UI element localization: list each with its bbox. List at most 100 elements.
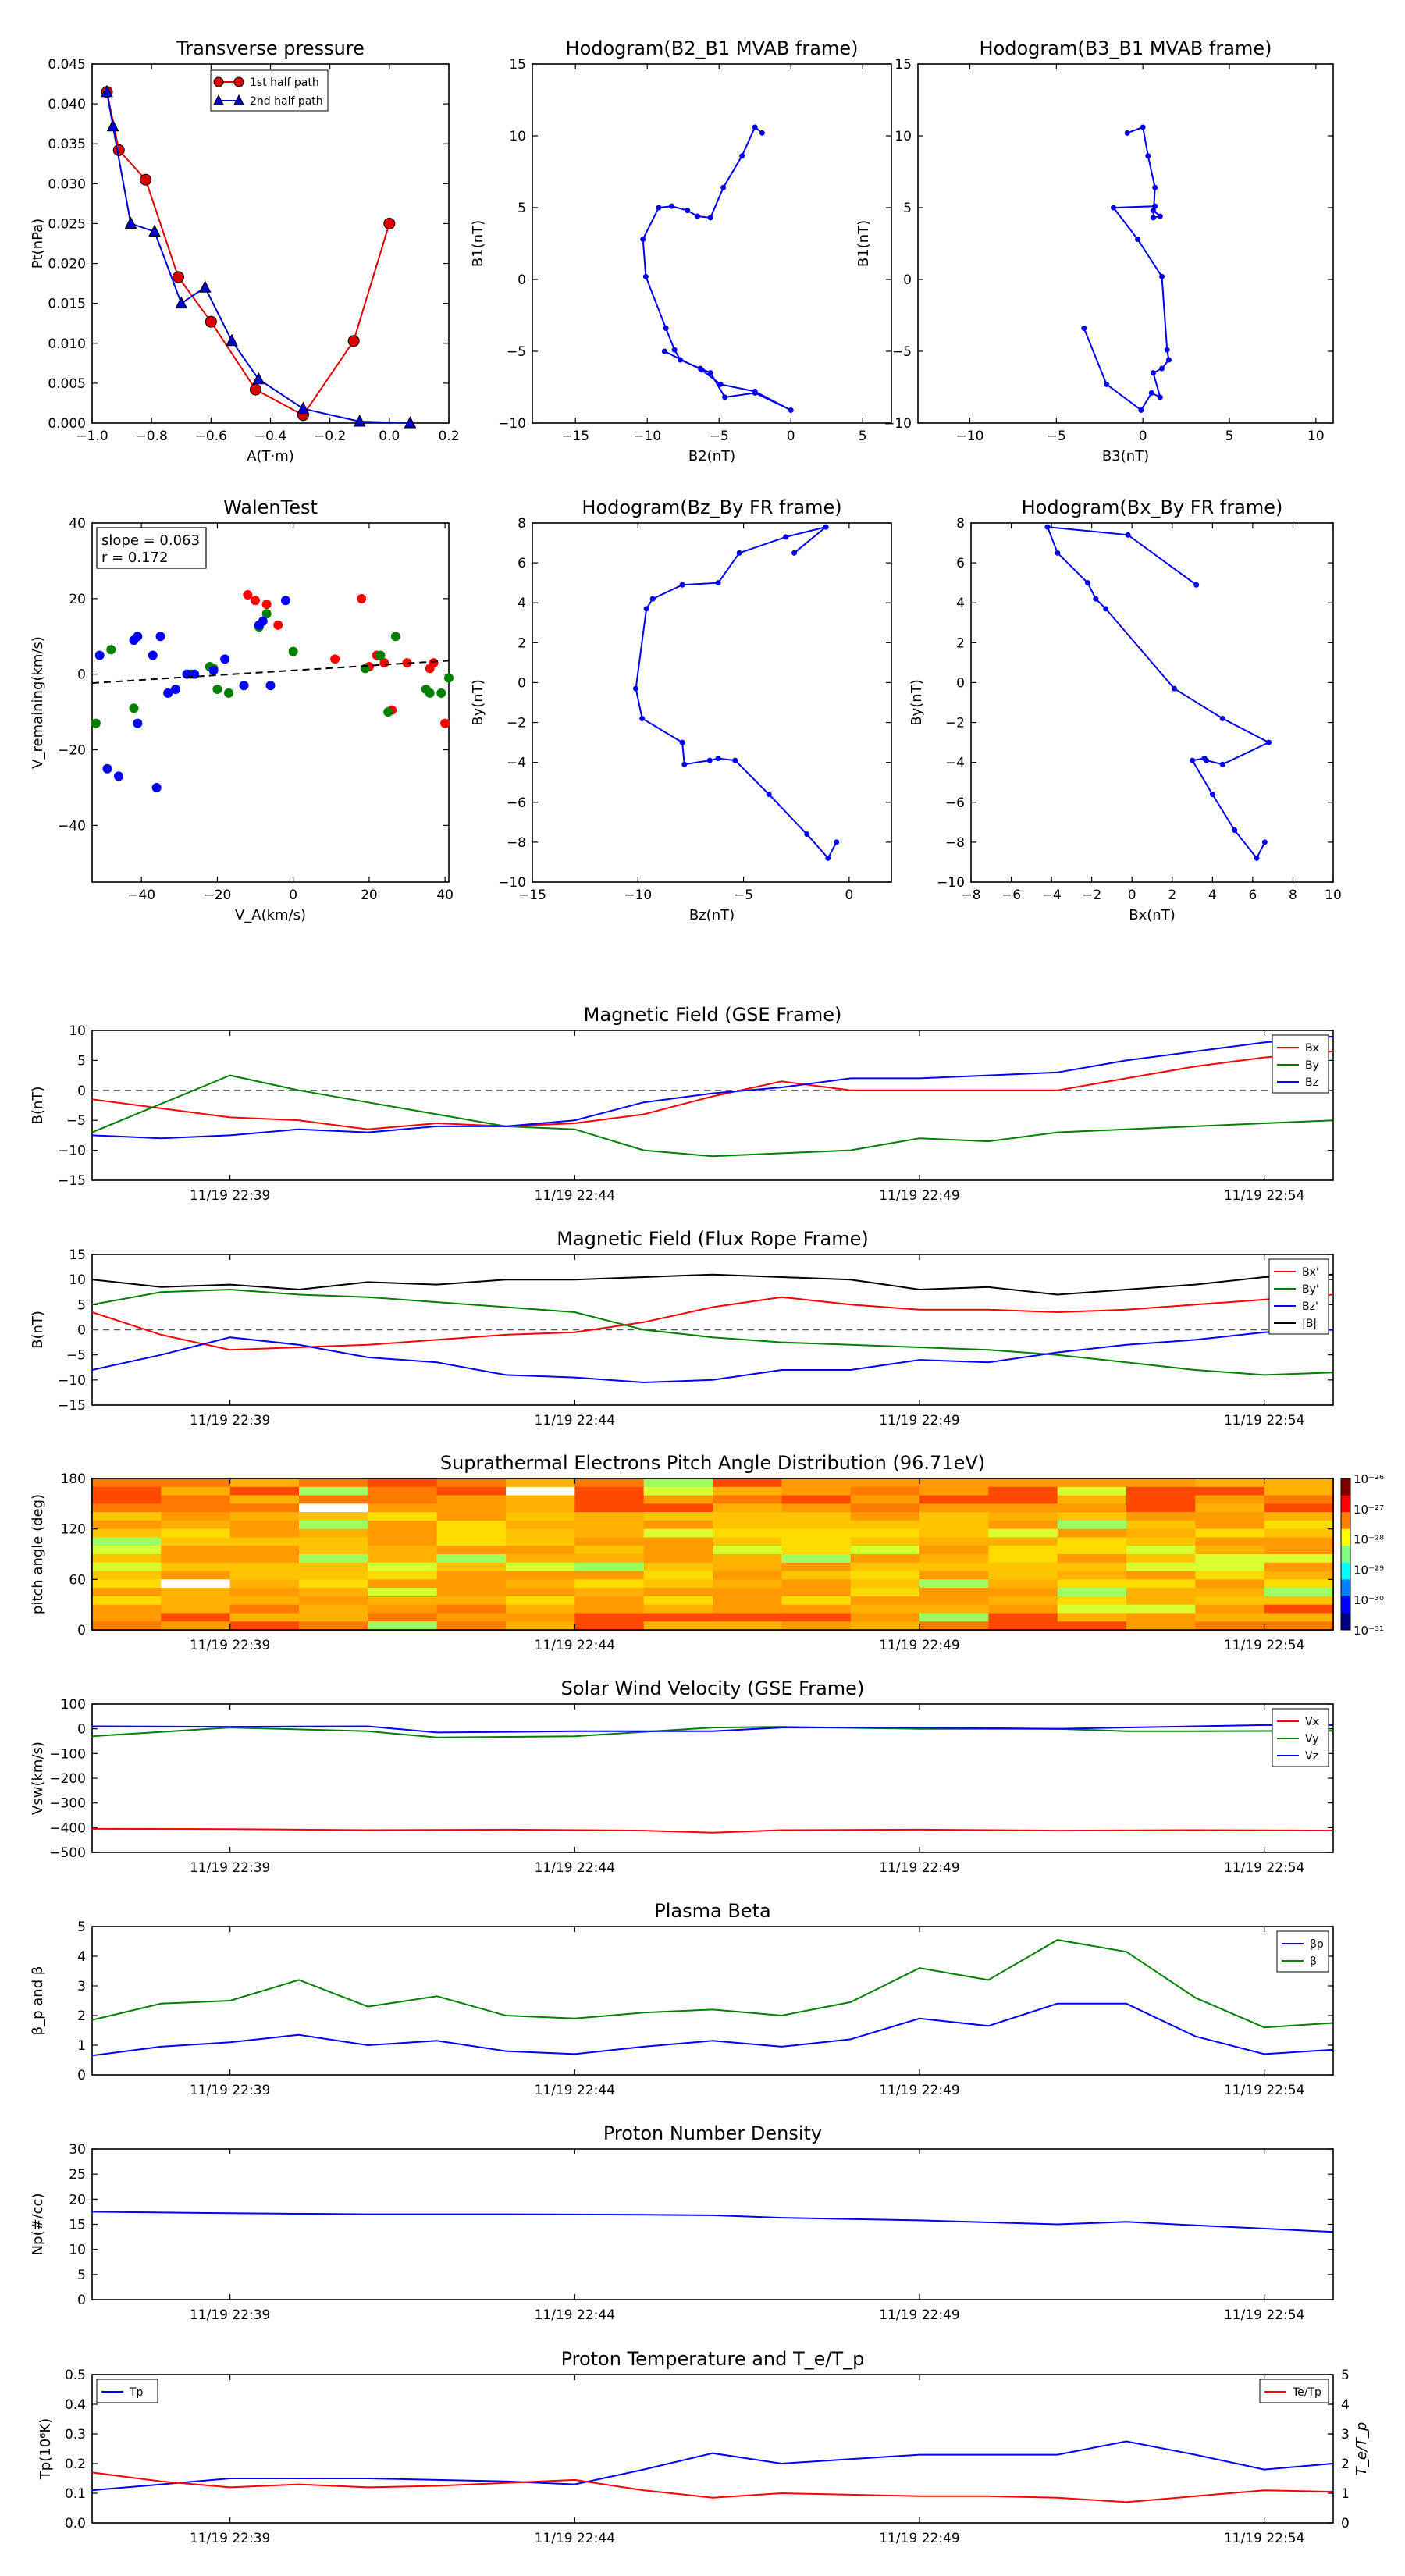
tp-ytick-label: 0.045 <box>48 57 86 73</box>
tpr-time-label: 11/19 22:39 <box>190 2531 270 2546</box>
pad-colorbar-segment <box>1341 1562 1350 1580</box>
walen-point-green <box>106 645 116 655</box>
walen-point-blue <box>94 650 105 660</box>
np-ytick-label: 20 <box>69 2192 86 2208</box>
walen-point-blue <box>163 688 173 698</box>
walen-panel: WalenTest −40 −20 0 20 40 −40 −20 0 20 40 V_A(km/s)… <box>30 496 454 923</box>
hodo4-point <box>1219 761 1225 767</box>
pad-cell <box>713 1546 782 1555</box>
pad-cell <box>436 1579 507 1589</box>
hodo4-point <box>1219 715 1225 721</box>
pad-ytick-label: 0 <box>77 1623 86 1638</box>
tpr-ytick-label: 0.2 <box>65 2457 86 2472</box>
pad-cell <box>643 1604 713 1614</box>
pad-cell <box>574 1596 645 1606</box>
pad-cell <box>988 1495 1058 1504</box>
pad-cell <box>713 1512 782 1521</box>
pad-time-label: 11/19 22:49 <box>879 1638 959 1653</box>
walen-xtick-label: −20 <box>203 888 231 903</box>
tp-ytick-label: 0.025 <box>48 216 86 232</box>
pad-cell <box>1264 1588 1334 1597</box>
pad-cell <box>368 1520 438 1530</box>
hodo3-point <box>681 761 688 767</box>
walen-point-red <box>429 658 439 668</box>
hodo2-xtick-label: 10 <box>1307 429 1325 444</box>
beta-line-0 <box>91 2002 1334 2057</box>
hodo4-point <box>1261 839 1268 845</box>
tpr-ytick2-label: 2 <box>1341 2457 1350 2472</box>
pad-cell <box>436 1621 507 1631</box>
pad-cell <box>92 1621 162 1631</box>
tp-point-circle <box>347 335 360 347</box>
hodo1-ytick-label: 15 <box>509 57 526 73</box>
bgse-line-0 <box>91 1050 1334 1130</box>
pad-cell <box>161 1613 231 1622</box>
pad-ytick-label: 120 <box>61 1522 86 1538</box>
hodo4-xtick-label: −8 <box>961 888 980 903</box>
hodo4-xlabel: Bx(nT) <box>1129 907 1175 923</box>
np-ytick-label: 30 <box>69 2142 86 2158</box>
pad-cell <box>299 1537 368 1546</box>
hodo1-point <box>699 367 705 373</box>
tp-panel: Transverse pressure −1.0 −0.8 −0.6 −0.4 −0.2 0… <box>30 37 460 464</box>
tpr-ytick-label: 0.1 <box>65 2486 86 2502</box>
pad-cell <box>368 1503 438 1513</box>
pad-cell <box>919 1562 989 1572</box>
pad-cell <box>436 1596 507 1606</box>
hodo1-ytick-label: −5 <box>507 344 526 360</box>
pad-cell <box>436 1554 507 1564</box>
hodo3-point <box>825 855 831 861</box>
pad-cell <box>1264 1613 1334 1622</box>
hodo3-ytick-label: 2 <box>518 635 526 651</box>
vsw-legend-label: Vx <box>1305 1716 1319 1728</box>
hodo2-ytick-label: 5 <box>903 201 912 216</box>
pad-cell <box>92 1486 162 1496</box>
walen-point-red <box>243 590 253 600</box>
beta-ytick-label: 2 <box>77 2008 86 2024</box>
pad-cell <box>368 1554 438 1564</box>
hodo3-point <box>679 582 685 588</box>
pad-cell <box>574 1486 645 1496</box>
tp-xtick-label: 0.0 <box>379 429 400 444</box>
pad-cell <box>1057 1546 1127 1555</box>
pad-cell <box>643 1588 713 1597</box>
tp-point-triangle <box>198 280 212 293</box>
beta-ytick-label: 4 <box>77 1949 86 1965</box>
vsw-time-label: 11/19 22:49 <box>879 1860 959 1876</box>
walen-point-red <box>357 593 367 603</box>
pad-cell <box>506 1621 575 1631</box>
tp-point-triangle <box>226 333 238 347</box>
bfr-ytick-label: 5 <box>77 1297 86 1313</box>
tp-ylabel: Pt(nPa) <box>30 219 46 269</box>
pad-cell <box>506 1486 575 1496</box>
hodo1-xtick-label: 5 <box>859 429 867 444</box>
pad-cell <box>643 1596 713 1606</box>
pad-cell <box>1264 1596 1334 1606</box>
hodo2-ytick-label: 0 <box>903 272 912 288</box>
pad-cell <box>919 1604 989 1614</box>
hodo3-point <box>633 685 639 692</box>
bgse-ytick-label: 10 <box>69 1023 86 1039</box>
pad-cell <box>368 1478 438 1488</box>
hodo3-xtick-label: 0 <box>845 888 853 903</box>
tp-legend-marker <box>233 94 244 105</box>
walen-fit-line <box>91 660 450 685</box>
pad-cell <box>368 1546 438 1555</box>
pad-cell <box>850 1562 920 1572</box>
hodo4-title: Hodogram(Bx_By FR frame) <box>1022 496 1283 518</box>
bfr-time-label: 11/19 22:49 <box>879 1413 959 1429</box>
pad-cell <box>988 1604 1058 1614</box>
tp-legend-marker <box>213 76 224 87</box>
tpr-time-label: 11/19 22:54 <box>1224 2531 1304 2546</box>
pad-cell <box>1264 1512 1334 1521</box>
pad-cell <box>988 1588 1058 1597</box>
pad-cell <box>574 1562 645 1572</box>
hodo4-ytick-label: −8 <box>945 835 965 851</box>
pad-cell <box>781 1554 852 1564</box>
beta-ytick-label: 5 <box>77 1920 86 1935</box>
np-ytick-label: 15 <box>69 2218 86 2233</box>
pad-colorbar-label: 10⁻³¹ <box>1353 1624 1384 1638</box>
vsw-time-label: 11/19 22:39 <box>190 1860 270 1876</box>
vsw-ytick-label: −500 <box>49 1845 86 1861</box>
pad-cell <box>229 1478 300 1488</box>
